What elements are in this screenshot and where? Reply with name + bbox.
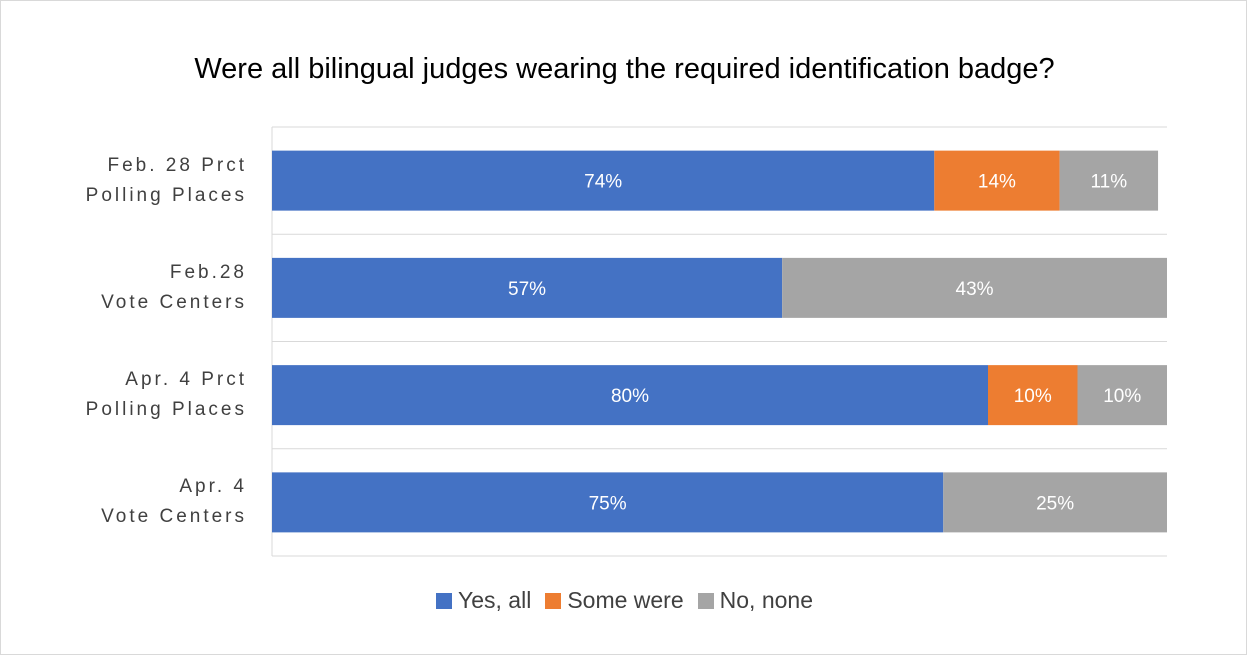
- data-label: 25%: [1036, 493, 1074, 514]
- category-label-line: Feb.28: [169, 262, 247, 283]
- legend-item-some: Some were: [545, 587, 684, 614]
- data-label: 80%: [611, 386, 649, 407]
- bar-segment: [272, 472, 944, 533]
- bar-segment: [1077, 365, 1167, 426]
- category-label-line: Vote Centers: [101, 506, 247, 527]
- bar-segment: [272, 365, 988, 426]
- data-label: 74%: [584, 172, 622, 193]
- category-label-0: Feb. 28 Prct Polling Places: [41, 151, 247, 211]
- data-label: 57%: [508, 279, 546, 300]
- data-label: 10%: [1014, 386, 1052, 407]
- legend-item-yes: Yes, all: [436, 587, 531, 614]
- legend-label: Some were: [567, 587, 684, 613]
- legend-label: Yes, all: [458, 587, 532, 613]
- legend-swatch: [545, 592, 562, 609]
- category-label-3: Apr. 4 Vote Centers: [41, 472, 247, 532]
- bar-segment: [943, 472, 1167, 533]
- bar-segment: [988, 365, 1078, 426]
- bar-segment: [272, 257, 783, 318]
- data-label: 43%: [956, 279, 994, 300]
- data-label: 14%: [978, 172, 1016, 193]
- legend-item-none: No, none: [697, 587, 813, 614]
- chart-title: Were all bilingual judges wearing the re…: [194, 53, 1055, 85]
- bar-segment: [934, 150, 1060, 211]
- legend-label: No, none: [719, 587, 813, 613]
- category-label-line: Feb. 28 Prct: [107, 155, 247, 176]
- category-label-line: Polling Places: [85, 399, 247, 420]
- legend-swatch: [697, 592, 714, 609]
- category-label-2: Apr. 4 Prct Polling Places: [41, 365, 247, 425]
- data-label: 11%: [1091, 172, 1128, 193]
- data-label: 75%: [589, 493, 627, 514]
- category-label-line: Polling Places: [85, 185, 247, 206]
- bar-segment: [1059, 150, 1159, 211]
- category-label-1: Feb.28 Vote Centers: [41, 258, 247, 318]
- bar-segment: [272, 150, 935, 211]
- category-label-line: Vote Centers: [101, 292, 247, 313]
- chart-legend: Yes, all Some were No, none: [1, 587, 1247, 614]
- bar-segment: [782, 257, 1167, 318]
- data-label: 10%: [1103, 386, 1141, 407]
- category-label-line: Apr. 4: [179, 476, 247, 497]
- category-label-line: Apr. 4 Prct: [125, 369, 247, 390]
- legend-swatch: [436, 592, 452, 609]
